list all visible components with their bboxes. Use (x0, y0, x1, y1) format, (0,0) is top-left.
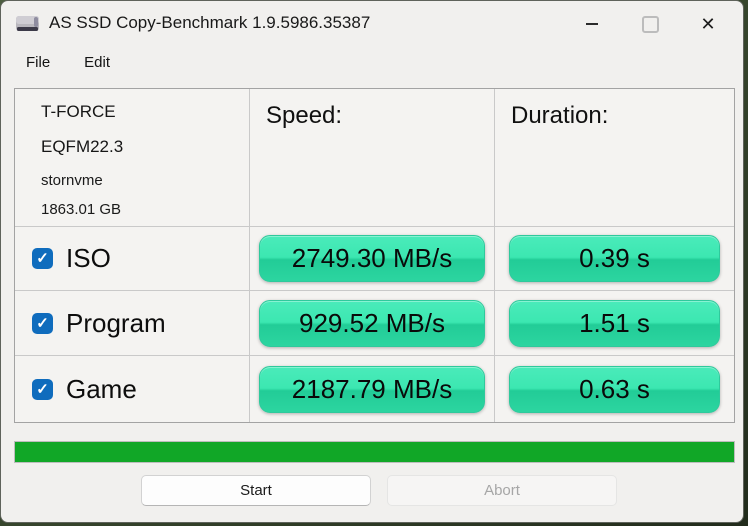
maximize-icon (641, 15, 659, 33)
device-info-cell: T-FORCE EQFM22.3 stornvme 1863.01 GB (15, 89, 250, 227)
title-bar: AS SSD Copy-Benchmark 1.9.5986.35387 ✕ (1, 1, 743, 49)
minimize-button[interactable] (563, 6, 621, 42)
start-button[interactable]: Start (141, 475, 371, 506)
checkmark-icon: ✓ (36, 314, 49, 332)
duration-column-header: Duration: (495, 89, 734, 227)
row-program-label-cell: ✓ Program (15, 291, 250, 356)
program-speed-cell: 929.52 MB/s (250, 291, 495, 356)
window-title: AS SSD Copy-Benchmark 1.9.5986.35387 (49, 13, 371, 32)
speed-column-header: Speed: (250, 89, 495, 227)
iso-duration-cell: 0.39 s (495, 227, 734, 291)
device-capacity: 1863.01 GB (41, 201, 122, 218)
row-label-game: Game (66, 373, 137, 404)
progress-bar (14, 441, 735, 463)
maximize-button[interactable] (621, 6, 679, 42)
row-iso-label-cell: ✓ ISO (15, 227, 250, 291)
device-model: EQFM22.3 (41, 137, 124, 156)
program-speed-value: 929.52 MB/s (259, 299, 485, 347)
iso-duration-value: 0.39 s (509, 235, 720, 282)
app-drive-icon (15, 12, 41, 36)
row-label-iso: ISO (66, 243, 111, 273)
minimize-icon (586, 23, 598, 25)
program-duration-value: 1.51 s (509, 299, 720, 347)
benchmark-table: T-FORCE EQFM22.3 stornvme 1863.01 GB Spe… (14, 88, 735, 423)
iso-speed-value: 2749.30 MB/s (259, 235, 485, 282)
checkmark-icon: ✓ (36, 250, 49, 267)
game-speed-value: 2187.79 MB/s (259, 365, 485, 413)
checkbox-iso[interactable]: ✓ (32, 248, 53, 269)
window-controls: ✕ (563, 6, 737, 42)
menu-bar: File Edit (1, 51, 743, 81)
row-game-label-cell: ✓ Game (15, 356, 250, 422)
menu-edit[interactable]: Edit (84, 54, 111, 71)
abort-button[interactable]: Abort (387, 475, 617, 506)
game-duration-cell: 0.63 s (495, 356, 734, 422)
device-vendor: T-FORCE (41, 102, 116, 121)
checkmark-icon: ✓ (36, 380, 49, 398)
iso-speed-cell: 2749.30 MB/s (250, 227, 495, 291)
row-label-program: Program (66, 307, 166, 338)
close-icon: ✕ (700, 14, 716, 34)
checkbox-game[interactable]: ✓ (32, 378, 53, 400)
device-driver: stornvme (41, 172, 103, 189)
progress-bar-fill (15, 442, 734, 462)
program-duration-cell: 1.51 s (495, 291, 734, 356)
close-button[interactable]: ✕ (679, 6, 737, 42)
checkbox-program[interactable]: ✓ (32, 312, 53, 334)
game-duration-value: 0.63 s (509, 365, 720, 413)
menu-file[interactable]: File (26, 54, 51, 71)
game-speed-cell: 2187.79 MB/s (250, 356, 495, 422)
